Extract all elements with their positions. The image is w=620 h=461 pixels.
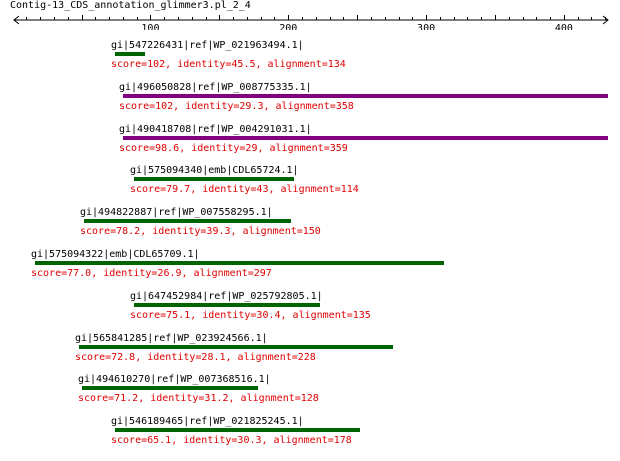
axis-tick-label: 100 <box>141 23 159 30</box>
hit-alignment-bar[interactable] <box>123 136 608 140</box>
diagram-title: Contig-13_CDS_annotation_glimmer3.pl_2_4 <box>10 0 251 11</box>
hit-score-text: score=98.6, identity=29, alignment=359 <box>119 143 348 154</box>
hit-score-text: score=79.7, identity=43, alignment=114 <box>130 184 359 195</box>
hit-accession-label[interactable]: gi|547226431|ref|WP_021963494.1| <box>111 40 304 51</box>
hit-score-text: score=65.1, identity=30.3, alignment=178 <box>111 435 352 446</box>
axis-right-arrow <box>602 15 609 25</box>
hit-score-text: score=78.2, identity=39.3, alignment=150 <box>80 226 321 237</box>
hit-alignment-bar[interactable] <box>84 219 291 223</box>
hit-score-text: score=75.1, identity=30.4, alignment=135 <box>130 310 371 321</box>
hit-accession-label[interactable]: gi|496050828|ref|WP_008775335.1| <box>119 82 312 93</box>
hit-score-text: score=77.0, identity=26.9, alignment=297 <box>31 268 272 279</box>
axis-tick-label: 400 <box>555 23 573 30</box>
hit-alignment-bar[interactable] <box>115 428 360 432</box>
axis-left-arrow <box>13 15 20 25</box>
axis-tick-label: 200 <box>279 23 297 30</box>
hit-accession-label[interactable]: gi|494610270|ref|WP_007368516.1| <box>78 374 271 385</box>
hit-score-text: score=72.8, identity=28.1, alignment=228 <box>75 352 316 363</box>
hit-alignment-bar[interactable] <box>134 177 294 181</box>
hit-accession-label[interactable]: gi|546189465|ref|WP_021825245.1| <box>111 416 304 427</box>
hit-score-text: score=71.2, identity=31.2, alignment=128 <box>78 393 319 404</box>
hit-alignment-bar[interactable] <box>115 52 145 56</box>
scale-axis: 100 200 300 400 <box>13 15 609 30</box>
hit-score-text: score=102, identity=45.5, alignment=134 <box>111 59 346 70</box>
hit-accession-label[interactable]: gi|494822887|ref|WP_007558295.1| <box>80 207 273 218</box>
hit-score-text: score=102, identity=29.3, alignment=358 <box>119 101 354 112</box>
hit-alignment-bar[interactable] <box>79 345 393 349</box>
hit-accession-label[interactable]: gi|575094340|emb|CDL65724.1| <box>130 165 299 176</box>
hit-alignment-bar[interactable] <box>123 94 608 98</box>
hit-alignment-bar[interactable] <box>134 303 320 307</box>
axis-tick-label: 300 <box>417 23 435 30</box>
hit-alignment-bar[interactable] <box>82 386 258 390</box>
hit-accession-label[interactable]: gi|647452984|ref|WP_025792805.1| <box>130 291 323 302</box>
hit-alignment-bar[interactable] <box>35 261 444 265</box>
hit-accession-label[interactable]: gi|565841285|ref|WP_023924566.1| <box>75 333 268 344</box>
hit-accession-label[interactable]: gi|575094322|emb|CDL65709.1| <box>31 249 200 260</box>
hit-accession-label[interactable]: gi|490418708|ref|WP_004291031.1| <box>119 124 312 135</box>
